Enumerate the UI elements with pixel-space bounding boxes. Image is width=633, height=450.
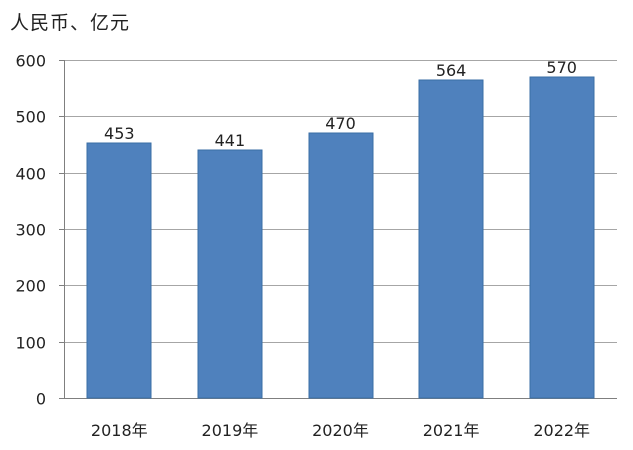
bar (529, 76, 595, 399)
y-axis-unit-label: 人民币、亿元 (10, 12, 131, 34)
bar-data-label: 470 (325, 114, 356, 133)
bar (418, 79, 484, 399)
x-tick-label: 2018年 (91, 421, 148, 440)
y-tick-label: 300 (15, 221, 46, 240)
bar-data-label: 441 (215, 131, 246, 150)
x-tick-label: 2022年 (533, 421, 590, 440)
y-tick-label: 200 (15, 277, 46, 296)
x-tick-label: 2019年 (202, 421, 259, 440)
bar-data-label: 453 (104, 124, 135, 143)
x-tick-label: 2020年 (312, 421, 369, 440)
bar-data-label: 570 (546, 58, 577, 77)
bar (308, 132, 374, 399)
y-tick-label: 400 (15, 165, 46, 184)
x-tick-label: 2021年 (423, 421, 480, 440)
y-tick-label: 0 (36, 390, 46, 409)
y-tick-label: 600 (15, 52, 46, 71)
bar-data-label: 564 (436, 61, 467, 80)
y-tick-label: 100 (15, 334, 46, 353)
y-tick-label: 500 (15, 108, 46, 127)
bar (86, 142, 152, 399)
bar (197, 149, 263, 399)
